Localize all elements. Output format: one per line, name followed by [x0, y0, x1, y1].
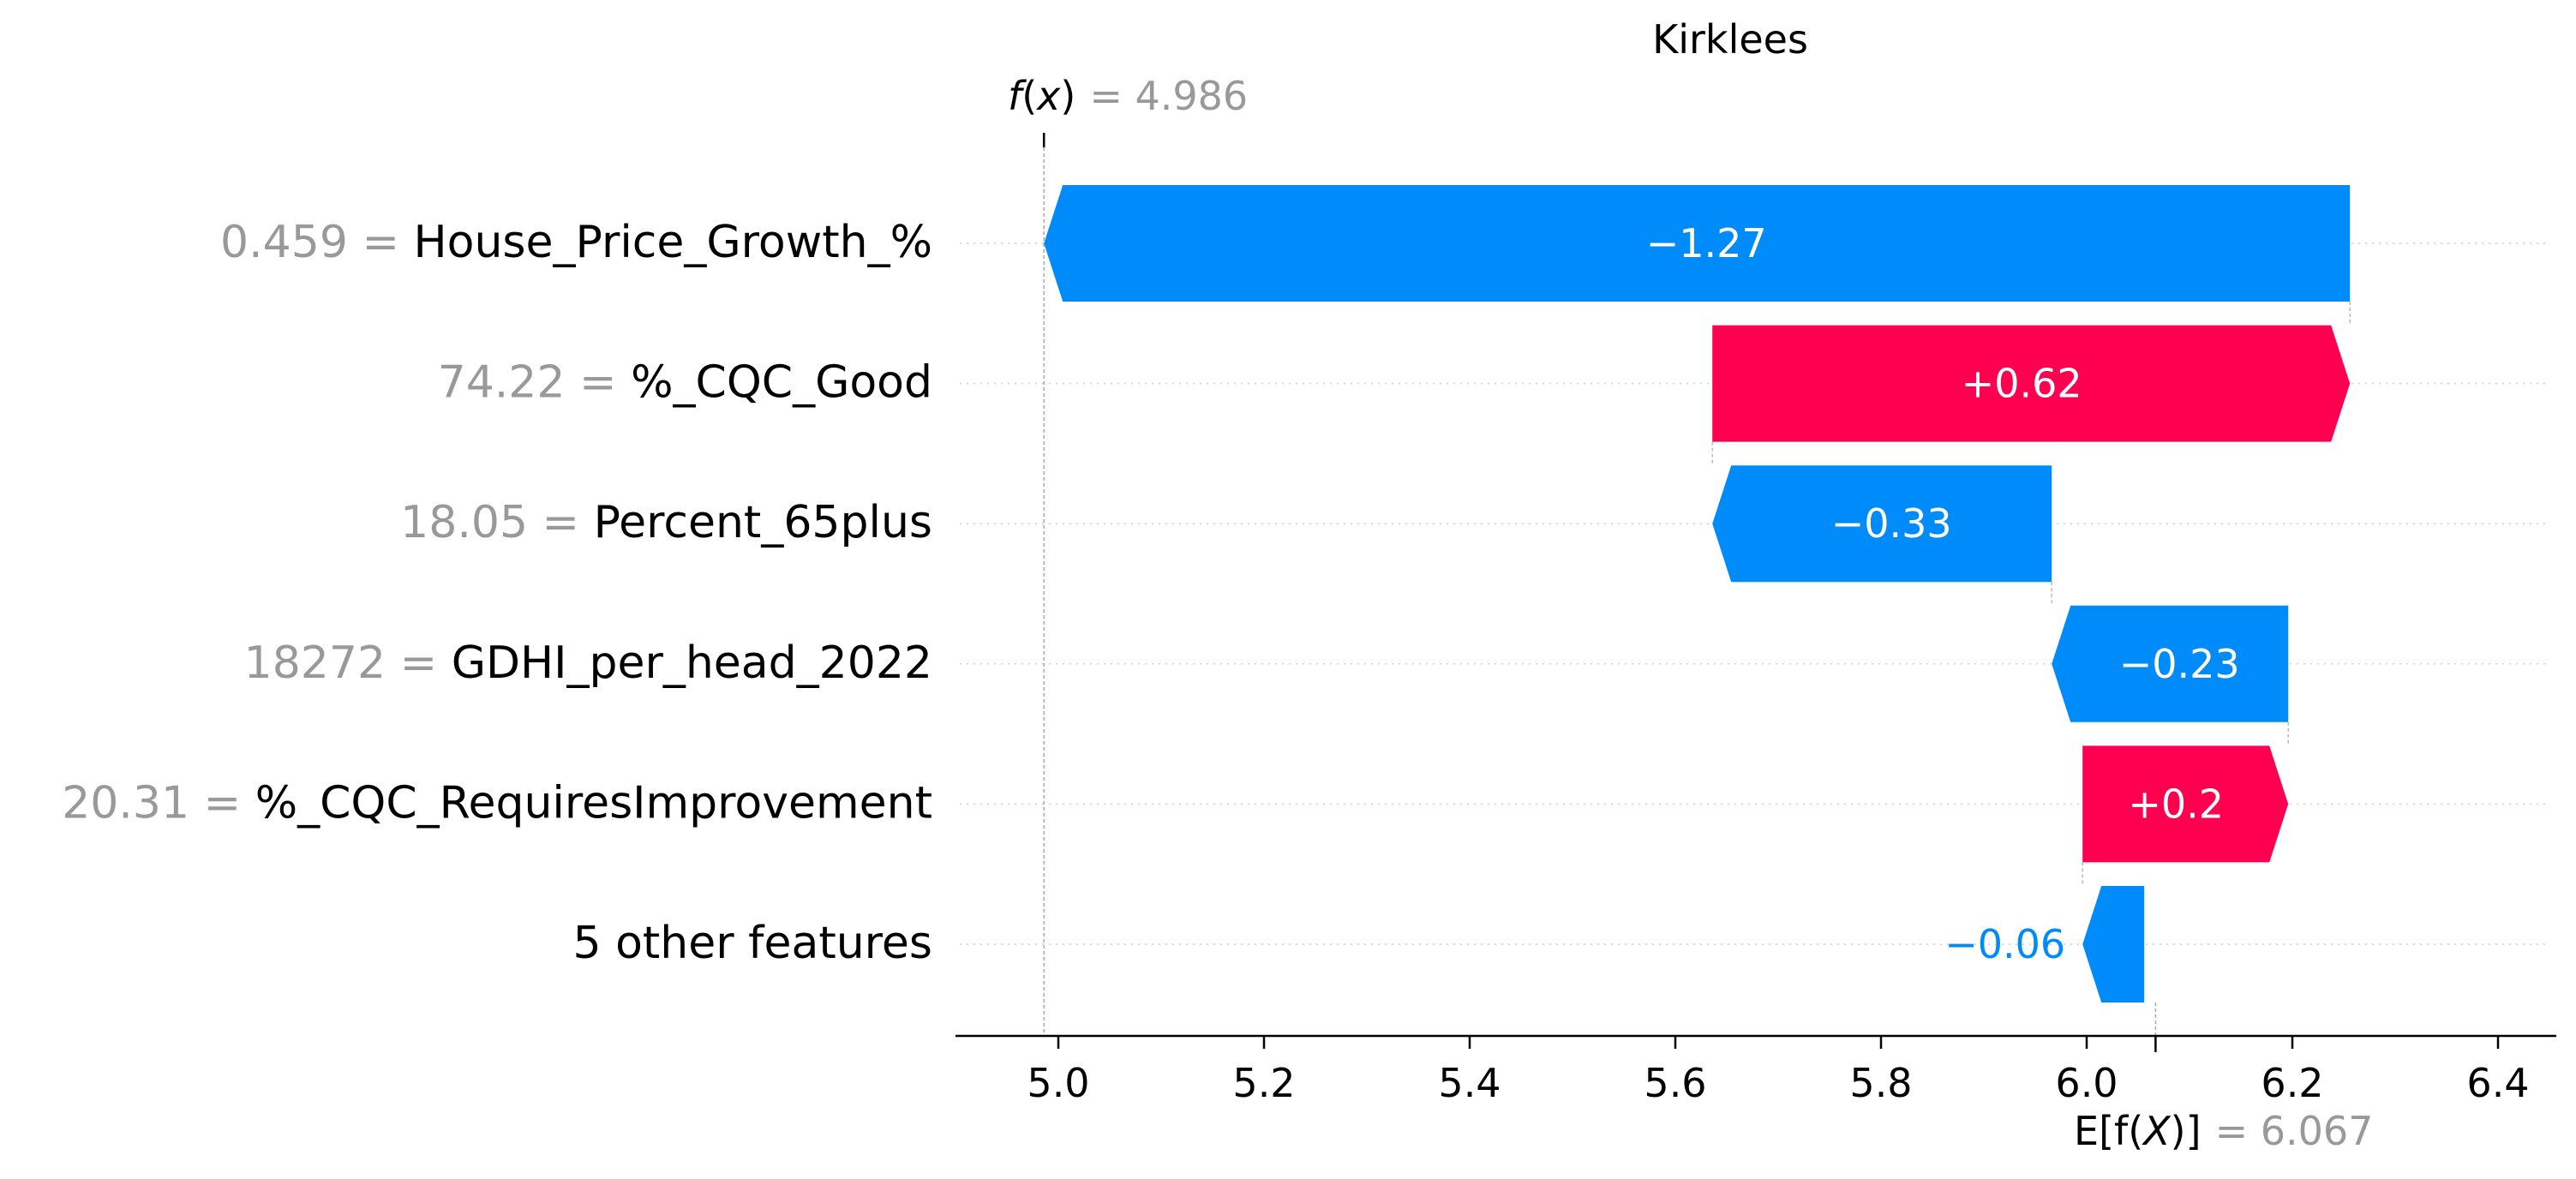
x-tick-label: 5.6 — [1644, 1060, 1706, 1106]
feature-name: GDHI_per_head_2022 — [452, 637, 932, 689]
contribution-value-label: +0.2 — [2128, 781, 2224, 827]
positive-contribution-bar — [1712, 325, 2351, 442]
feature-name: %_CQC_RequiresImprovement — [255, 777, 932, 829]
feature-labels: 0.459 = House_Price_Growth_% 74.22 = %_CQ… — [62, 217, 932, 969]
expected-label-prefix: E[f( — [2074, 1108, 2143, 1154]
contribution-value-label: −1.27 — [1646, 220, 1767, 266]
feature-value: 0.459 = — [220, 217, 414, 268]
feature-name: House_Price_Growth_% — [414, 217, 932, 268]
contribution-value-label: −0.23 — [2119, 641, 2240, 687]
feature-name: 5 other features — [572, 918, 932, 969]
feature-value: 18272 = — [244, 637, 452, 689]
feature-label: 18272 = GDHI_per_head_2022 — [244, 637, 932, 689]
x-tick-label: 6.0 — [2055, 1060, 2118, 1106]
fx-label: f(x) = 4.986 — [1008, 73, 1248, 119]
x-tick-label: 5.4 — [1438, 1060, 1501, 1106]
fx-label-paren-close: ) — [1060, 73, 1075, 119]
contribution-labels: −1.27 +0.62 −0.33 −0.23 +0.2 −0.06 — [1646, 220, 2240, 967]
x-tick-label: 6.4 — [2466, 1060, 2529, 1106]
chart-title: Kirklees — [1652, 16, 1808, 63]
feature-name: %_CQC_Good — [631, 357, 932, 409]
x-axis: 5.0 5.2 5.4 5.6 5.8 6.0 6.2 6.4 — [956, 1034, 2556, 1106]
expected-value: = 6.067 — [2215, 1108, 2374, 1154]
reference-lines — [1042, 133, 2351, 1036]
feature-value: 20.31 = — [62, 777, 255, 829]
feature-label: 74.22 = %_CQC_Good — [438, 357, 932, 409]
feature-value: 74.22 = — [438, 357, 632, 409]
feature-label: 0.459 = House_Price_Growth_% — [220, 217, 932, 268]
feature-value: 18.05 = — [400, 497, 594, 548]
negative-contribution-bar — [2082, 886, 2145, 1002]
feature-label: 20.31 = %_CQC_RequiresImprovement — [62, 777, 932, 829]
contribution-bars — [1044, 185, 2351, 1002]
x-tick-label: 6.2 — [2261, 1060, 2323, 1106]
negative-contribution-bar — [1712, 465, 2052, 583]
contribution-value-label: −0.06 — [1944, 921, 2065, 967]
contribution-value-label: −0.33 — [1831, 500, 1952, 547]
x-tick-label: 5.8 — [1849, 1060, 1912, 1106]
feature-label: 5 other features — [572, 918, 932, 969]
fx-value: = 4.986 — [1089, 73, 1248, 119]
x-tick-label: 5.2 — [1232, 1060, 1295, 1106]
feature-name: Percent_65plus — [594, 497, 932, 548]
negative-contribution-bar — [1044, 185, 2351, 302]
fx-label-paren-open: ( — [1021, 73, 1037, 119]
expected-label-arg: X — [2142, 1108, 2172, 1154]
contribution-value-label: +0.62 — [1962, 361, 2082, 407]
fx-label-arg: x — [1035, 73, 1061, 119]
expected-value-label: E[f(X)] = 6.067 — [2074, 1108, 2373, 1154]
negative-contribution-bar — [2052, 605, 2289, 722]
positive-contribution-bar — [2082, 745, 2289, 863]
x-tick-label: 5.0 — [1027, 1060, 1089, 1106]
feature-label: 18.05 = Percent_65plus — [400, 497, 932, 548]
expected-label-suffix: )] — [2171, 1108, 2202, 1154]
